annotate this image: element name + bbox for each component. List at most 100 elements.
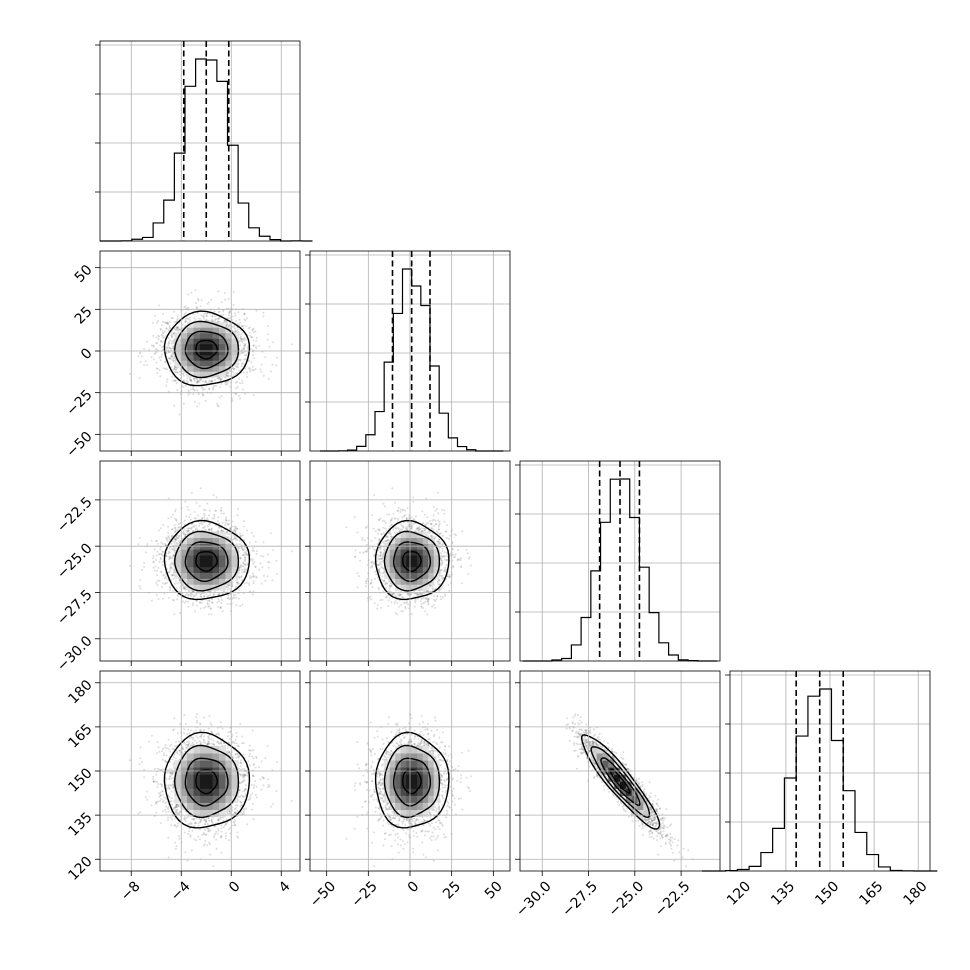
sample-point	[157, 320, 159, 322]
sample-point	[210, 298, 213, 301]
sample-point	[167, 497, 170, 500]
sample-point	[185, 515, 188, 518]
sample-point	[235, 320, 238, 322]
sample-point	[159, 340, 162, 343]
sample-point	[152, 345, 155, 348]
sample-point	[226, 530, 229, 533]
sample-point	[254, 565, 257, 568]
sample-point	[161, 582, 164, 585]
sample-point	[267, 333, 270, 336]
sample-point	[239, 382, 242, 385]
sample-point	[146, 543, 149, 545]
sample-point	[170, 342, 173, 345]
sample-point	[196, 312, 199, 315]
sample-point	[207, 613, 210, 616]
sample-point	[148, 348, 150, 351]
sample-point	[162, 331, 165, 334]
sample-point	[246, 375, 249, 378]
sample-point	[157, 334, 160, 337]
sample-point	[152, 358, 155, 361]
sample-point	[255, 336, 258, 339]
sample-point	[231, 400, 234, 402]
sample-point	[171, 332, 174, 334]
sample-point	[167, 342, 170, 345]
sample-point	[252, 369, 255, 371]
sample-point	[244, 556, 247, 559]
sample-point	[166, 346, 168, 349]
sample-point	[255, 309, 258, 312]
sample-point	[227, 324, 230, 327]
sample-point	[161, 563, 164, 566]
sample-point	[206, 502, 209, 505]
sample-point	[211, 517, 214, 520]
sample-point	[183, 523, 186, 526]
sample-point	[137, 543, 140, 546]
sample-point	[159, 328, 162, 331]
sample-point	[231, 520, 234, 523]
sample-point	[238, 318, 241, 321]
sample-point	[172, 347, 174, 350]
sample-point	[181, 323, 184, 326]
sample-point	[220, 383, 223, 385]
sample-point	[202, 317, 205, 320]
sample-point	[217, 526, 220, 529]
sample-point	[178, 526, 181, 529]
sample-point	[239, 604, 242, 607]
sample-point	[271, 579, 274, 582]
sample-point	[240, 333, 243, 336]
sample-point	[244, 558, 247, 561]
sample-point	[159, 344, 161, 347]
sample-point	[183, 313, 186, 316]
sample-point	[187, 594, 190, 597]
sample-point	[290, 343, 293, 346]
sample-point	[244, 358, 247, 360]
sample-point	[216, 402, 219, 405]
sample-point	[226, 588, 229, 591]
sample-point	[174, 508, 177, 511]
sample-point	[177, 317, 179, 320]
sample-point	[233, 535, 236, 538]
panel-frame	[729, 670, 931, 872]
sample-point	[262, 555, 265, 558]
sample-point	[255, 576, 258, 579]
sample-point	[214, 318, 217, 321]
sample-point	[226, 382, 229, 385]
sample-point	[176, 537, 179, 540]
sample-point	[165, 577, 168, 580]
sample-point	[232, 596, 235, 599]
sample-point	[165, 380, 168, 383]
sample-point	[225, 516, 228, 519]
sample-point	[212, 388, 215, 391]
sample-point	[210, 380, 213, 383]
sample-point	[172, 562, 174, 565]
sample-point	[174, 527, 177, 530]
sample-point	[201, 517, 204, 520]
sample-point	[262, 311, 265, 314]
sample-point	[198, 402, 201, 405]
sample-point	[269, 532, 272, 535]
sample-point	[275, 356, 278, 359]
sample-point	[208, 514, 211, 517]
sample-point	[219, 386, 221, 388]
sample-point	[172, 357, 175, 360]
sample-point	[194, 302, 197, 304]
sample-point	[172, 345, 175, 348]
sample-point	[275, 364, 278, 367]
sample-point	[234, 372, 237, 375]
sample-point	[266, 575, 269, 578]
sample-point	[242, 327, 245, 330]
sample-point	[222, 512, 225, 515]
panel-frame	[99, 40, 301, 242]
sample-point	[242, 388, 244, 391]
sample-point	[182, 402, 185, 405]
sample-point	[202, 315, 205, 318]
sample-point	[141, 355, 143, 358]
sample-point	[243, 520, 245, 522]
sample-point	[156, 584, 159, 587]
sample-point	[182, 385, 185, 388]
sample-point	[167, 337, 170, 340]
sample-point	[260, 363, 263, 366]
sample-point	[238, 340, 241, 343]
sample-point	[146, 363, 149, 366]
sample-point	[231, 325, 234, 328]
